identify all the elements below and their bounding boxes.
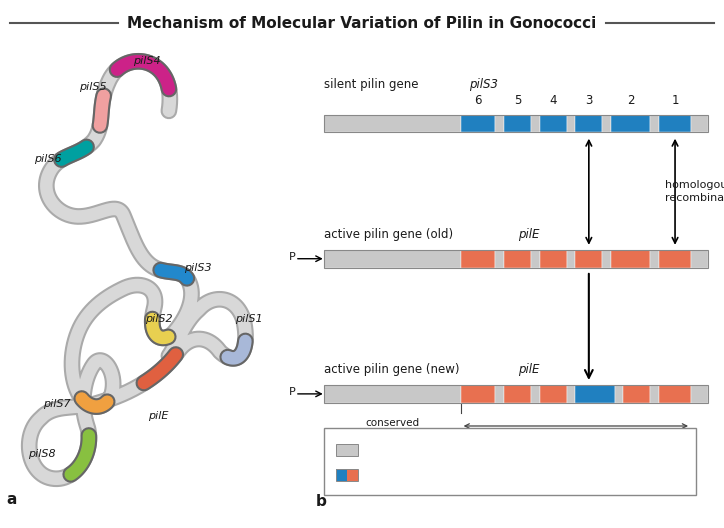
Bar xyxy=(650,385,659,403)
Text: a: a xyxy=(7,492,17,507)
Bar xyxy=(623,385,650,403)
Bar xyxy=(495,250,504,268)
Text: pilE: pilE xyxy=(148,411,168,421)
Bar xyxy=(611,115,650,133)
Bar xyxy=(324,385,708,403)
Bar xyxy=(615,385,623,403)
Text: variable region,
minicassettes 1–6: variable region, minicassettes 1–6 xyxy=(529,435,623,457)
Bar xyxy=(324,428,696,495)
Bar xyxy=(691,250,708,268)
Text: b: b xyxy=(316,494,327,509)
Text: active pilin gene (old): active pilin gene (old) xyxy=(324,228,456,241)
Text: 4: 4 xyxy=(550,94,557,107)
Text: silent pilin gene: silent pilin gene xyxy=(324,79,422,91)
Text: pilS8: pilS8 xyxy=(28,449,55,459)
Bar xyxy=(539,115,567,133)
Bar xyxy=(576,115,602,133)
Bar xyxy=(567,385,576,403)
Bar xyxy=(659,385,691,403)
Bar xyxy=(602,115,611,133)
Text: pilS3: pilS3 xyxy=(184,263,211,274)
Bar xyxy=(567,115,576,133)
Bar xyxy=(691,385,708,403)
Bar xyxy=(650,115,659,133)
Bar xyxy=(539,250,567,268)
Bar xyxy=(324,115,460,133)
Bar xyxy=(336,444,358,456)
Text: active pilin gene (new): active pilin gene (new) xyxy=(324,363,463,376)
Text: pilS2: pilS2 xyxy=(145,314,172,324)
Bar xyxy=(495,115,504,133)
Bar xyxy=(495,385,504,403)
Text: 5: 5 xyxy=(513,94,521,107)
Bar xyxy=(659,250,691,268)
Bar xyxy=(324,115,708,133)
Text: conserved
region: conserved region xyxy=(365,418,419,440)
Text: P: P xyxy=(289,387,295,397)
Bar xyxy=(504,250,531,268)
Bar xyxy=(460,385,495,403)
Text: pilE: pilE xyxy=(518,228,539,241)
Bar xyxy=(567,250,576,268)
Bar xyxy=(324,250,708,268)
Bar xyxy=(576,250,602,268)
Bar xyxy=(531,250,539,268)
Bar xyxy=(576,385,615,403)
Bar xyxy=(347,469,358,482)
Text: pilS3: pilS3 xyxy=(469,79,498,91)
Bar xyxy=(691,115,708,133)
Text: = variable sequences: = variable sequences xyxy=(369,470,489,480)
Text: pilS5: pilS5 xyxy=(79,82,106,92)
Text: 1: 1 xyxy=(671,94,679,107)
Text: 2: 2 xyxy=(627,94,634,107)
Text: pilS1: pilS1 xyxy=(235,314,263,324)
Bar xyxy=(602,250,611,268)
Bar xyxy=(324,385,460,403)
Text: homologous
recombination: homologous recombination xyxy=(665,180,724,203)
Bar xyxy=(460,115,495,133)
Text: pilE: pilE xyxy=(518,363,539,376)
Bar xyxy=(531,115,539,133)
Text: pilS7: pilS7 xyxy=(43,399,70,409)
Bar xyxy=(531,385,539,403)
Bar xyxy=(336,469,347,482)
Bar xyxy=(336,469,358,482)
Text: pilS6: pilS6 xyxy=(33,154,62,164)
Text: = conserved sequences: = conserved sequences xyxy=(369,445,502,455)
Bar xyxy=(539,385,567,403)
Text: 3: 3 xyxy=(585,94,592,107)
Bar xyxy=(460,250,495,268)
Text: P: P xyxy=(289,252,295,261)
Bar xyxy=(504,385,531,403)
Text: pilS4: pilS4 xyxy=(132,56,161,67)
Bar xyxy=(650,250,659,268)
Bar xyxy=(324,250,460,268)
Bar xyxy=(659,115,691,133)
Text: Mechanism of Molecular Variation of Pilin in Gonococci: Mechanism of Molecular Variation of Pili… xyxy=(127,15,597,31)
Text: 6: 6 xyxy=(474,94,481,107)
Bar xyxy=(504,115,531,133)
Bar xyxy=(611,250,650,268)
